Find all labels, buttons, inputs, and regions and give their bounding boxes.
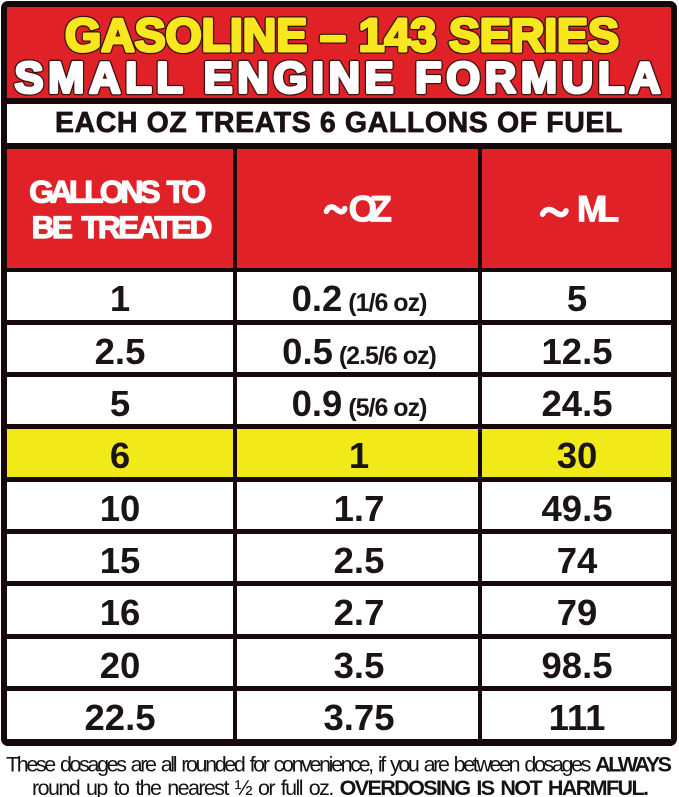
svg-text:GASOLINE – 143 SERIES: GASOLINE – 143 SERIES	[65, 9, 619, 61]
svg-text:These dosages are all rounded: These dosages are all rounded for conven…	[6, 752, 672, 776]
svg-text:ML: ML	[577, 188, 620, 229]
svg-text:round up to the nearest ½ or f: round up to the nearest ½ or full oz. OV…	[32, 776, 649, 797]
svg-text:GASOLINE – 143 SERIES: GASOLINE – 143 SERIES	[65, 9, 619, 61]
svg-text:BE TREATED: BE TREATED	[32, 209, 213, 245]
svg-text:OZ: OZ	[349, 188, 393, 229]
svg-text:GALLONS TO: GALLONS TO	[29, 173, 206, 209]
